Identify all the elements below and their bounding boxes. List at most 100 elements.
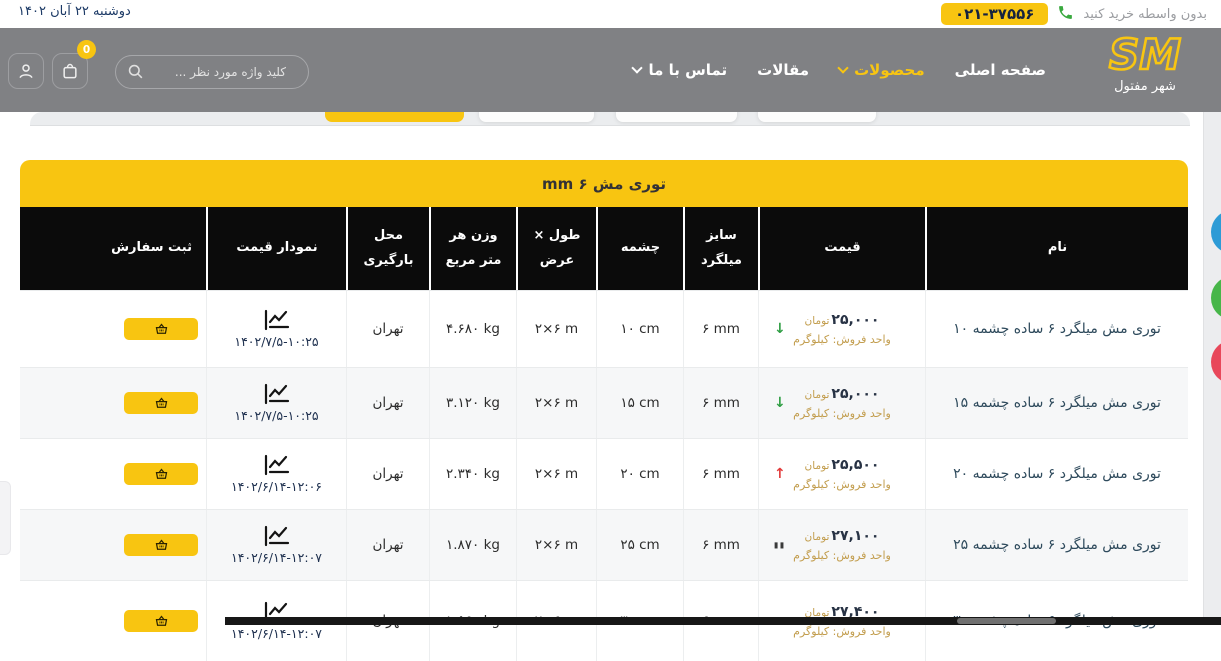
rebar-size: ۶ mm: [702, 537, 740, 553]
order-cell: [23, 368, 206, 438]
unit-label: واحد فروش: کیلوگرم: [793, 549, 891, 562]
mesh-size: ۱۰ cm: [620, 321, 660, 337]
cart-count-badge: 0: [77, 40, 96, 59]
nav-home[interactable]: صفحه اصلی: [954, 61, 1046, 79]
order-cell: [23, 510, 206, 580]
order-button[interactable]: [124, 463, 198, 485]
search-input[interactable]: [116, 56, 308, 88]
current-date: دوشنبه ۲۲ آبان ۱۴۰۲: [18, 4, 131, 19]
rebar-size: ۶ mm: [702, 321, 740, 337]
unit-label: واحد فروش: کیلوگرم: [793, 407, 891, 420]
table-row: توری مش میلگرد ۶ ساده چشمه ۲۵ ▮▮ ۲۷,۱۰۰ ت…: [20, 509, 1188, 580]
whatsapp-float-button[interactable]: [1211, 276, 1221, 320]
trend-down-icon: ↓: [774, 395, 786, 411]
currency-label: تومان: [804, 389, 830, 401]
price-value: ۲۵,۰۰۰: [831, 386, 880, 402]
price-chart-link[interactable]: ۱۴۰۲/۷/۵-۱۰:۲۵: [206, 368, 346, 438]
price-cell: ↓ ۲۵,۰۰۰ تومان واحد فروش: کیلوگرم: [758, 368, 925, 438]
col-header-loading-city: محل بارگیری: [346, 207, 429, 290]
price-cell: ↓ ۲۵,۰۰۰ تومان واحد فروش: کیلوگرم: [758, 291, 925, 367]
account-button[interactable]: [8, 53, 44, 89]
trend-up-icon: ↑: [774, 466, 786, 482]
weight: ۴.۶۸۰ kg: [446, 321, 500, 337]
weight: ۲.۳۴۰ kg: [446, 466, 500, 482]
col-header-rebar-size: سایز میلگرد: [683, 207, 758, 290]
weight: ۳.۱۲۰ kg: [446, 395, 500, 411]
price-value: ۲۷,۴۰۰: [831, 604, 880, 620]
currency-label: تومان: [804, 607, 830, 619]
topbar-contact: بدون واسطه خرید کنید ۰۲۱-۳۷۵۵۶: [940, 0, 1207, 28]
unit-label: واحد فروش: کیلوگرم: [793, 333, 891, 346]
site-logo[interactable]: SM شهر مفتول: [1090, 29, 1200, 111]
price-chart-link[interactable]: ۱۴۰۲/۶/۱۴-۱۲:۰۶: [206, 439, 346, 509]
instagram-float-button[interactable]: [1211, 340, 1221, 384]
product-name: توری مش میلگرد ۶ ساده چشمه ۲۵: [925, 510, 1188, 580]
col-header-name: نام: [925, 207, 1188, 290]
order-cell: [23, 581, 206, 661]
mesh-size: ۱۵ cm: [620, 395, 660, 411]
dimensions: ۲×۶ m: [534, 321, 579, 337]
chart-date: ۱۴۰۲/۷/۵-۱۰:۲۵: [234, 334, 319, 349]
basket-icon: [155, 538, 167, 550]
line-chart-icon: [264, 454, 289, 476]
side-widget-sliver[interactable]: [0, 481, 11, 555]
table-row: توری مش میلگرد ۶ ساده چشمه ۱۵ ↓ ۲۵,۰۰۰ تو…: [20, 367, 1188, 438]
tab-sliver[interactable]: [479, 112, 594, 122]
scrollbar-thumb[interactable]: [957, 618, 1056, 624]
main-nav: صفحه اصلی محصولات مقالات تماس با ما: [631, 28, 1046, 112]
weight: ۱.۸۷۰ kg: [446, 537, 500, 553]
price-cell: ▮▮ ۲۷,۱۰۰ تومان واحد فروش: کیلوگرم: [758, 510, 925, 580]
price-chart-link[interactable]: ۱۴۰۲/۶/۱۴-۱۲:۰۷: [206, 510, 346, 580]
basket-icon: [155, 396, 167, 408]
tab-sliver-active[interactable]: [325, 112, 464, 122]
unit-label: واحد فروش: کیلوگرم: [793, 625, 891, 638]
price-table-card: توری مش ۶ mm نام قیمت سایز میلگرد چشمه ط…: [20, 160, 1188, 661]
order-button[interactable]: [124, 318, 198, 340]
svg-text:SM: SM: [1109, 31, 1181, 79]
price-value: ۲۵,۰۰۰: [831, 312, 880, 328]
product-name: توری مش میلگرد ۶ ساده چشمه ۱۰: [925, 291, 1188, 367]
order-button[interactable]: [124, 610, 198, 632]
line-chart-icon: [264, 383, 289, 405]
col-header-dims: طول × عرض: [516, 207, 596, 290]
rebar-size: ۶ mm: [702, 395, 740, 411]
price-cell: ↑ ۲۵,۵۰۰ تومان واحد فروش: کیلوگرم: [758, 439, 925, 509]
loading-city: تهران: [346, 368, 429, 438]
col-header-order: ثبت سفارش: [111, 240, 192, 256]
basket-icon: [155, 322, 167, 334]
loading-city: تهران: [346, 439, 429, 509]
order-cell: [23, 291, 206, 367]
product-name: توری مش میلگرد ۶ ساده چشمه ۱۵: [925, 368, 1188, 438]
nav-articles[interactable]: مقالات: [757, 61, 810, 79]
horizontal-scrollbar[interactable]: [225, 617, 1221, 625]
currency-label: تومان: [804, 531, 830, 543]
nav-products[interactable]: محصولات: [837, 61, 925, 79]
telegram-float-button[interactable]: [1211, 210, 1221, 254]
dimensions: ۲×۶ m: [534, 395, 579, 411]
shopping-bag-icon: [63, 63, 77, 79]
nav-contact[interactable]: تماس با ما: [631, 61, 727, 79]
loading-city: تهران: [346, 291, 429, 367]
cart-button[interactable]: [52, 53, 88, 89]
table-row: توری مش میلگرد ۶ ساده چشمه ۱۰ ↓ ۲۵,۰۰۰ تو…: [20, 290, 1188, 367]
basket-icon: [155, 614, 167, 626]
tab-sliver[interactable]: [616, 112, 737, 122]
line-chart-icon: [264, 525, 289, 547]
product-name: توری مش میلگرد ۶ ساده چشمه ۲۰: [925, 439, 1188, 509]
tab-sliver[interactable]: [758, 112, 876, 122]
price-chart-link[interactable]: ۱۴۰۲/۷/۵-۱۰:۲۵: [206, 291, 346, 367]
chart-date: ۱۴۰۲/۷/۵-۱۰:۲۵: [234, 408, 319, 423]
chevron-down-icon: [631, 62, 644, 74]
table-header-row: نام قیمت سایز میلگرد چشمه طول × عرض وزن …: [20, 207, 1188, 290]
basket-icon: [155, 467, 167, 479]
col-header-price: قیمت: [758, 207, 925, 290]
chevron-down-icon: [837, 62, 849, 74]
order-button[interactable]: [124, 392, 198, 414]
dimensions: ۲×۶ m: [534, 466, 579, 482]
mesh-size: ۲۵ cm: [620, 537, 660, 553]
rebar-size: ۶ mm: [702, 466, 740, 482]
price-value: ۲۵,۵۰۰: [831, 457, 880, 473]
logo-sm-graphic: SM: [1108, 29, 1183, 81]
order-button[interactable]: [124, 534, 198, 556]
phone-number-badge[interactable]: ۰۲۱-۳۷۵۵۶: [940, 3, 1049, 25]
